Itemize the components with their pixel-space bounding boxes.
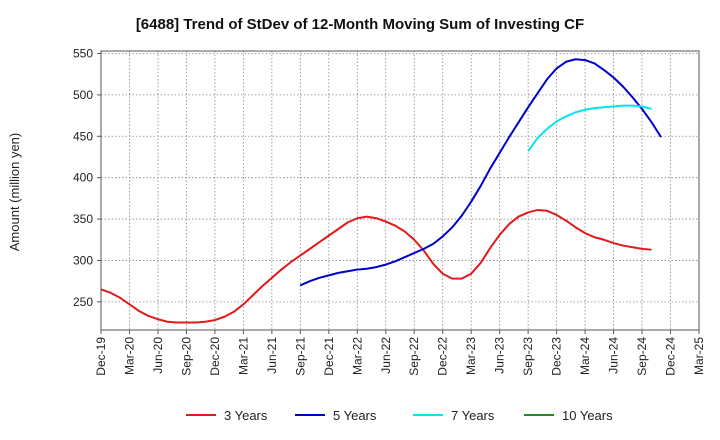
x-tick-label: Mar-21 [236,337,250,375]
x-tick-label: Mar-20 [122,337,136,375]
y-tick-label: 300 [73,253,93,267]
x-tick-label: Mar-25 [692,337,706,375]
series-line-3-years [100,208,652,324]
y-tick-label: 450 [73,129,93,143]
x-tick-label: Sep-21 [293,337,307,376]
legend-label-3-years: 3 Years [224,408,268,423]
x-tick-label: Mar-22 [350,337,364,375]
y-tick-label: 400 [73,171,93,185]
plot-area [101,51,699,330]
x-tick-label: Dec-21 [322,337,336,376]
x-tick-label: Mar-24 [578,337,592,375]
y-axis-label: Amount (million yen) [7,133,22,252]
legend-label-5-years: 5 Years [333,408,377,423]
x-tick-label: Dec-23 [550,337,564,376]
series-line-5-years [299,58,662,287]
x-tick-label: Sep-23 [521,337,535,376]
y-tick-label: 550 [73,46,93,60]
x-tick-label: Jun-24 [607,337,621,374]
x-tick-label: Sep-22 [407,337,421,376]
x-tick-label: Sep-24 [635,337,649,376]
legend-label-7-years: 7 Years [451,408,495,423]
x-tick-label: Sep-20 [179,337,193,376]
x-tick-label: Jun-21 [265,337,279,374]
x-tick-label: Jun-22 [379,337,393,374]
chart-title: [6488] Trend of StDev of 12-Month Moving… [136,16,584,33]
x-tick-label: Jun-20 [151,337,165,374]
y-tick-label: 350 [73,212,93,226]
legend-label-10-years: 10 Years [562,408,613,423]
y-tick-label: 500 [73,88,93,102]
series-line-7-years [527,104,652,152]
x-tick-label: Dec-22 [436,337,450,376]
x-tick-label: Dec-20 [208,337,222,376]
x-tick-label: Dec-19 [94,337,108,376]
x-tick-label: Dec-24 [664,337,678,376]
x-tick-label: Jun-23 [493,337,507,374]
plot-frame [100,50,700,331]
y-tick-label: 250 [73,295,93,309]
x-tick-label: Mar-23 [464,337,478,375]
